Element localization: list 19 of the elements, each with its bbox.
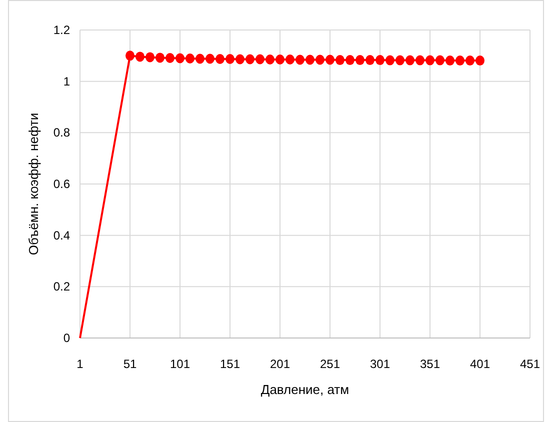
y-axis-title: Объёмн. коэфф. нефти <box>26 112 41 256</box>
y-tick-label: 0.4 <box>53 228 70 242</box>
y-tick-label: 0.2 <box>53 280 70 294</box>
y-tick-label: 0 <box>63 331 70 345</box>
x-tick-label: 401 <box>470 357 490 371</box>
x-tick-label: 351 <box>420 357 440 371</box>
x-tick-label: 251 <box>320 357 340 371</box>
x-tick-label: 101 <box>170 357 190 371</box>
x-tick-label: 1 <box>76 357 84 371</box>
y-tick-label: 0.8 <box>53 126 70 140</box>
y-tick-label: 0.6 <box>53 177 70 191</box>
x-tick-label: 51 <box>123 357 137 371</box>
x-tick-label: 201 <box>270 357 290 371</box>
x-tick-label: 301 <box>370 357 390 371</box>
x-axis-title: Давление, атм <box>260 382 350 397</box>
x-tick-label: 151 <box>220 357 240 371</box>
y-tick-label: 1.2 <box>53 23 70 37</box>
x-tick-label: 451 <box>520 357 540 371</box>
y-tick-label: 1 <box>63 74 70 88</box>
